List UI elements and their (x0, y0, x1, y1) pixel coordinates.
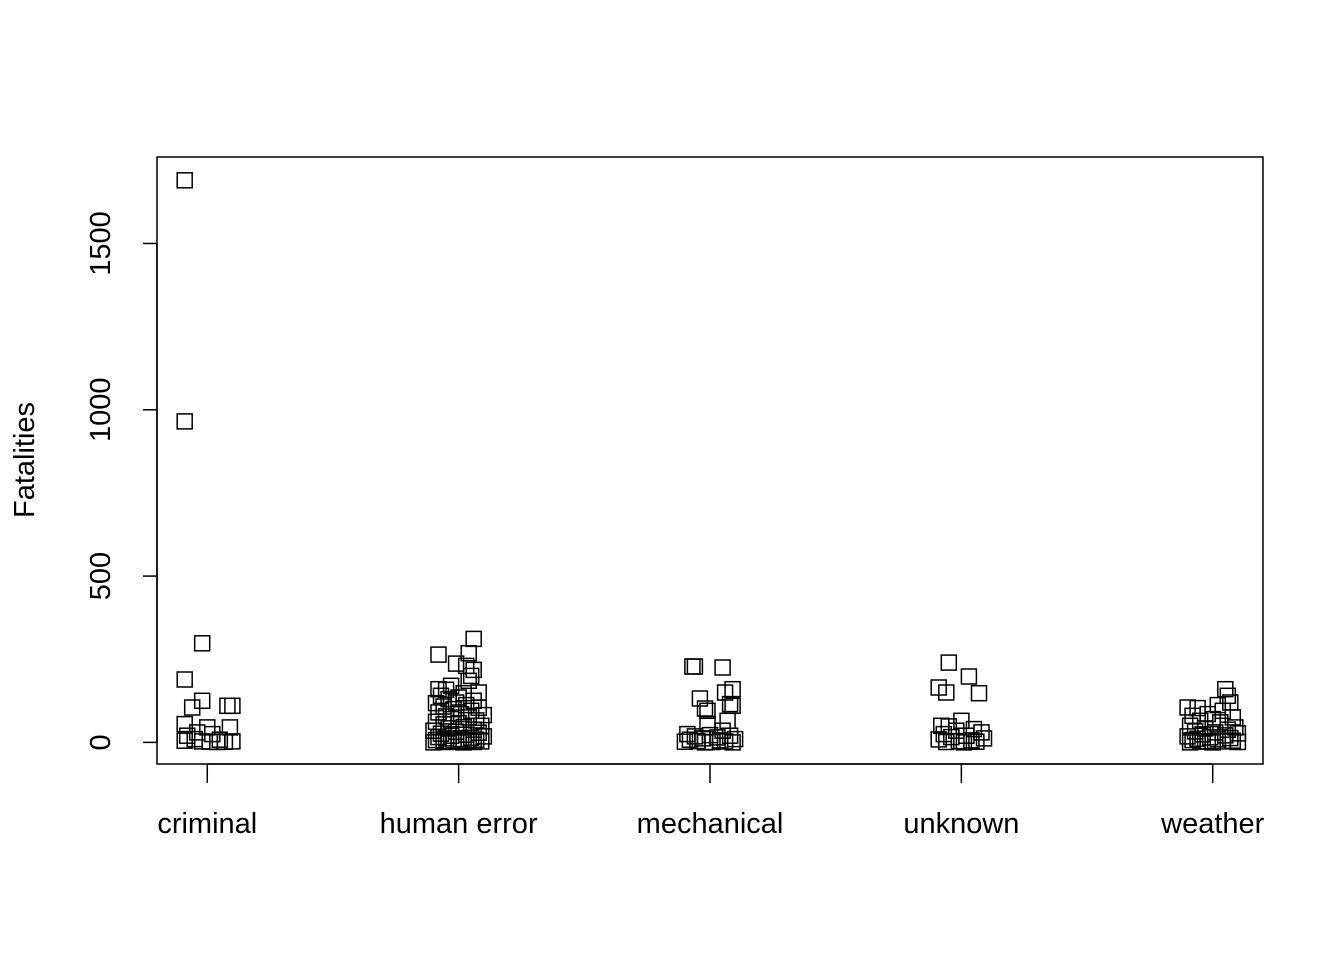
data-point (1224, 709, 1242, 726)
data-point (176, 732, 193, 749)
data-point (425, 734, 442, 751)
data-point (176, 715, 193, 733)
data-point (176, 172, 193, 189)
data-point (1229, 733, 1247, 751)
data-point (1224, 732, 1242, 749)
data-point (721, 727, 739, 744)
data-point (457, 696, 475, 714)
data-point (1209, 696, 1227, 714)
data-point (721, 695, 739, 713)
data-point (696, 734, 714, 751)
data-point (462, 702, 480, 720)
points-layer (176, 172, 1247, 751)
data-point (968, 733, 985, 750)
data-point (465, 733, 482, 751)
x-tick-label: unknown (903, 808, 1019, 840)
data-point (1191, 733, 1209, 750)
data-point (1181, 734, 1199, 751)
data-point (724, 734, 741, 751)
y-tick-label: 0 (85, 734, 117, 750)
data-point (1219, 721, 1237, 738)
data-point (1204, 734, 1221, 751)
data-point (1179, 728, 1196, 745)
data-point (224, 733, 241, 750)
data-point (176, 671, 193, 688)
data-point (714, 659, 731, 676)
data-point (455, 734, 472, 751)
data-point (686, 658, 704, 675)
data-point (224, 697, 241, 715)
x-tick-label: criminal (157, 808, 257, 840)
data-point (447, 655, 465, 672)
data-point (460, 672, 477, 690)
x-axis: criminal human error mechanical unknown weat… (157, 763, 1265, 840)
x-tick-label: human error (380, 808, 538, 840)
data-point (960, 668, 978, 685)
data-point (462, 667, 480, 685)
data-point (938, 684, 955, 701)
data-point (211, 731, 229, 748)
y-tick-label: 500 (85, 552, 117, 600)
data-point (176, 413, 193, 430)
data-point (676, 733, 694, 750)
data-point (699, 702, 716, 720)
y-tick-label: 1500 (85, 211, 117, 276)
data-point (950, 732, 968, 750)
data-point (938, 733, 955, 751)
data-point (1179, 699, 1196, 716)
data-point (193, 635, 211, 652)
data-point (460, 644, 477, 662)
data-point (955, 734, 973, 751)
data-point (970, 684, 988, 702)
y-axis-title: Fatalities (9, 402, 41, 518)
data-point (193, 692, 211, 710)
y-axis: 0 500 1000 1500 (85, 211, 158, 750)
y-tick-label: 1000 (85, 378, 117, 443)
data-point (183, 699, 201, 716)
x-tick-label: mechanical (637, 808, 784, 840)
data-point (694, 730, 711, 747)
data-point (467, 712, 485, 729)
data-point (465, 661, 482, 679)
data-point (940, 654, 958, 671)
data-point (430, 646, 447, 663)
data-point (447, 694, 465, 711)
data-point (460, 732, 477, 749)
x-tick-label: weather (1160, 808, 1265, 840)
data-point (1217, 680, 1234, 698)
